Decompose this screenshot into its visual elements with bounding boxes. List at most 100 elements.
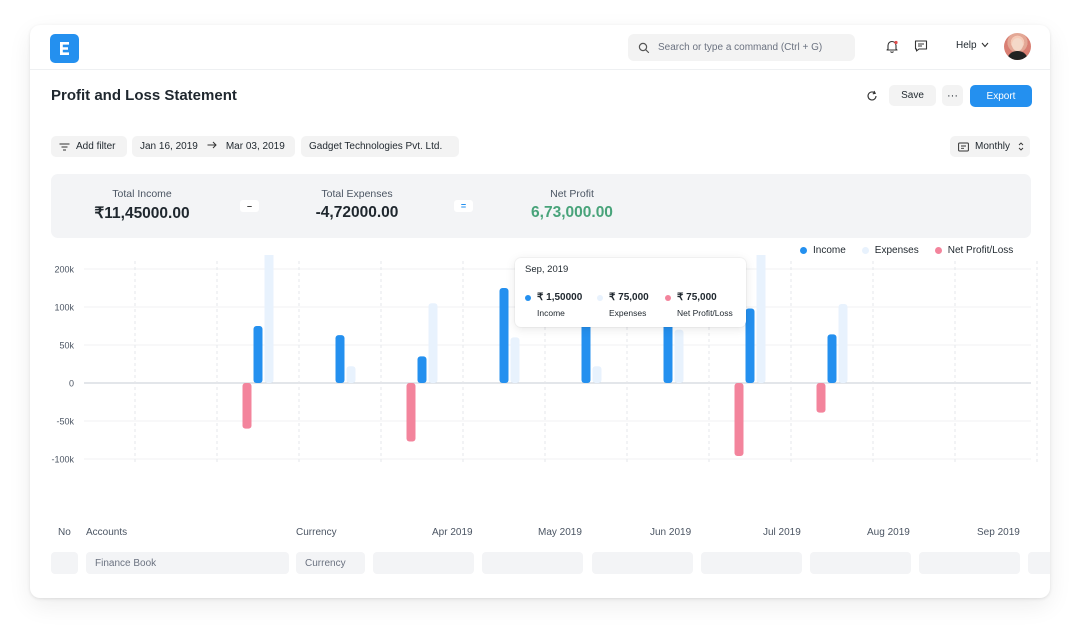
export-button[interactable]: Export bbox=[970, 85, 1032, 107]
arrow-right-icon bbox=[207, 141, 217, 152]
month-cell[interactable] bbox=[1028, 552, 1050, 574]
y-tick-label: 100k bbox=[54, 303, 74, 313]
y-tick-label: -50k bbox=[56, 417, 74, 427]
legend-expenses[interactable]: Expenses bbox=[861, 245, 919, 256]
total-expenses-value: -4,72000.00 bbox=[315, 204, 399, 221]
tooltip-expenses-value: ₹ 75,000 bbox=[609, 292, 649, 303]
app-logo[interactable] bbox=[50, 34, 79, 63]
bar-income[interactable] bbox=[499, 288, 509, 383]
tooltip-net-value: ₹ 75,000 bbox=[677, 292, 717, 303]
save-button[interactable]: Save bbox=[889, 85, 936, 106]
bar-income[interactable] bbox=[253, 326, 263, 383]
month-cell[interactable] bbox=[482, 552, 583, 574]
row-no-cell[interactable] bbox=[51, 552, 78, 574]
bar-income[interactable] bbox=[827, 334, 837, 383]
page-title: Profit and Loss Statement bbox=[51, 87, 237, 104]
bar-expenses[interactable] bbox=[428, 303, 438, 383]
col-month: May 2019 bbox=[538, 527, 582, 538]
legend-income[interactable]: Income bbox=[800, 245, 846, 256]
tooltip-title: Sep, 2019 bbox=[525, 264, 569, 275]
col-month: Aug 2019 bbox=[867, 527, 910, 538]
add-filter-label: Add filter bbox=[76, 141, 116, 152]
company-label: Gadget Technologies Pvt. Ltd. bbox=[309, 141, 443, 152]
bar-net-profit-loss[interactable] bbox=[816, 383, 826, 413]
app-window: Search or type a command (Ctrl + G) Help… bbox=[30, 25, 1050, 598]
month-cell[interactable] bbox=[810, 552, 911, 574]
y-tick-label: -100k bbox=[51, 455, 74, 465]
sort-chevron-icon bbox=[1018, 142, 1024, 151]
bar-income[interactable] bbox=[745, 308, 755, 383]
net-profit-value: 6,73,000.00 bbox=[531, 204, 613, 221]
col-month: Jun 2019 bbox=[650, 527, 692, 538]
chart-legend: Income Expenses Net Profit/Loss bbox=[800, 245, 1013, 256]
total-income-value: ₹11,45000.00 bbox=[94, 205, 190, 222]
add-filter-button[interactable]: Add filter bbox=[51, 136, 127, 157]
month-cell[interactable] bbox=[919, 552, 1020, 574]
bell-icon[interactable] bbox=[884, 38, 900, 54]
help-label: Help bbox=[956, 40, 977, 51]
tooltip-income-value: ₹ 1,50000 bbox=[537, 292, 583, 303]
date-range-picker[interactable]: Jan 16, 2019 Mar 03, 2019 bbox=[132, 136, 295, 157]
currency-placeholder: Currency bbox=[305, 557, 346, 569]
bar-expenses[interactable] bbox=[756, 255, 766, 383]
search-input[interactable]: Search or type a command (Ctrl + G) bbox=[628, 34, 855, 61]
bar-income[interactable] bbox=[581, 318, 591, 383]
net-profit-label: Net Profit bbox=[550, 188, 594, 200]
logo-icon bbox=[60, 42, 69, 55]
legend-expenses-label: Expenses bbox=[874, 245, 919, 256]
y-tick-label: 200k bbox=[54, 265, 74, 275]
filter-icon bbox=[59, 142, 70, 152]
currency-cell[interactable]: Currency bbox=[296, 552, 365, 574]
bar-expenses[interactable] bbox=[838, 303, 848, 383]
legend-net[interactable]: Net Profit/Loss bbox=[934, 245, 1014, 256]
bar-income[interactable] bbox=[417, 356, 427, 383]
bar-income[interactable] bbox=[663, 314, 673, 383]
bar-expenses[interactable] bbox=[346, 366, 356, 383]
tooltip-expenses-dot bbox=[597, 294, 603, 301]
chat-icon[interactable] bbox=[913, 38, 929, 54]
account-cell[interactable]: Finance Book bbox=[86, 552, 289, 574]
tooltip-expenses: ₹ 75,000 Expenses bbox=[597, 292, 649, 318]
net-profit: Net Profit 6,73,000.00 bbox=[520, 188, 624, 222]
bar-net-profit-loss[interactable] bbox=[734, 383, 744, 456]
equals-operator: = bbox=[454, 200, 473, 212]
month-cell[interactable] bbox=[701, 552, 802, 574]
col-month: Sep 2019 bbox=[977, 527, 1020, 538]
total-expenses: Total Expenses -4,72000.00 bbox=[304, 188, 410, 222]
col-month: Apr 2019 bbox=[432, 527, 473, 538]
minus-operator: – bbox=[240, 200, 259, 212]
user-avatar[interactable] bbox=[1004, 33, 1031, 60]
bar-net-profit-loss[interactable] bbox=[406, 383, 416, 442]
total-income: Total Income ₹11,45000.00 bbox=[86, 188, 198, 223]
help-dropdown[interactable]: Help bbox=[956, 40, 989, 51]
to-date: Mar 03, 2019 bbox=[225, 141, 285, 152]
legend-net-swatch bbox=[934, 247, 942, 254]
bar-net-profit-loss[interactable] bbox=[242, 383, 252, 429]
table-row: Finance Book Currency bbox=[30, 552, 1050, 574]
bar-expenses[interactable] bbox=[592, 366, 602, 383]
bar-income[interactable] bbox=[335, 335, 345, 383]
y-tick-label: 0 bbox=[69, 379, 74, 389]
col-no: No bbox=[58, 527, 71, 538]
refresh-icon[interactable] bbox=[865, 89, 879, 103]
bar-expenses[interactable] bbox=[674, 329, 684, 383]
tooltip-income-label: Income bbox=[537, 308, 565, 318]
tooltip-income: ₹ 1,50000 Income bbox=[525, 292, 582, 318]
col-month: Jul 2019 bbox=[763, 527, 801, 538]
bar-expenses[interactable] bbox=[264, 255, 274, 383]
tooltip-net: ₹ 75,000 Net Profit/Loss bbox=[665, 292, 733, 318]
col-accounts: Accounts bbox=[86, 527, 128, 538]
from-date: Jan 16, 2019 bbox=[140, 141, 198, 152]
search-placeholder: Search or type a command (Ctrl + G) bbox=[658, 42, 823, 53]
month-cell[interactable] bbox=[592, 552, 693, 574]
month-cell[interactable] bbox=[373, 552, 474, 574]
tooltip-expenses-label: Expenses bbox=[609, 308, 647, 318]
periodicity-select[interactable]: Monthly bbox=[950, 136, 1030, 157]
company-select[interactable]: Gadget Technologies Pvt. Ltd. bbox=[301, 136, 459, 157]
periodicity-label: Monthly bbox=[975, 141, 1011, 152]
y-tick-label: 50k bbox=[59, 341, 74, 351]
legend-income-swatch bbox=[800, 247, 807, 254]
more-actions-button[interactable]: ··· bbox=[942, 85, 963, 106]
legend-net-label: Net Profit/Loss bbox=[947, 245, 1014, 256]
bar-expenses[interactable] bbox=[510, 337, 520, 383]
